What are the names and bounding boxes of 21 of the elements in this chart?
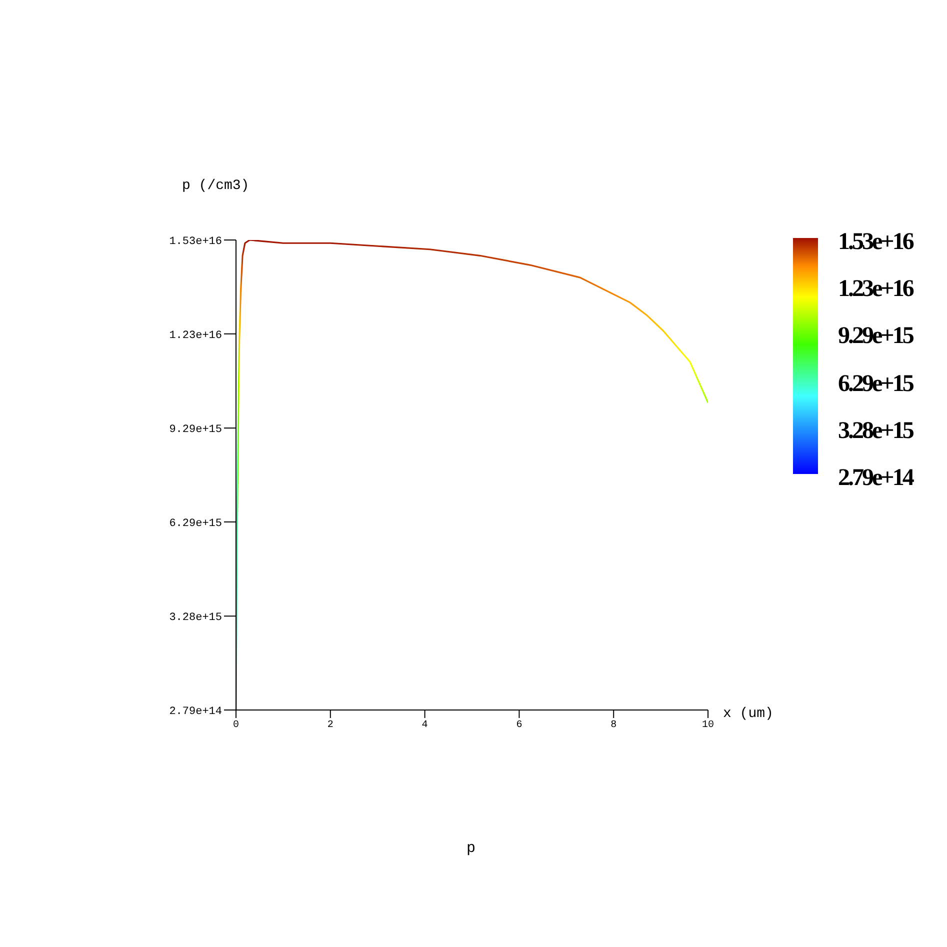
color-bar-label: 9.29e+15 [838,322,912,350]
y-tick-label: 3.28e+15 [169,612,222,624]
x-tick-label: 2 [327,720,334,732]
x-tick-label: 6 [516,720,522,732]
color-bar-label: 6.29e+15 [838,370,912,398]
color-bar-label: 3.28e+15 [838,416,912,445]
color-bar-label: 1.23e+16 [838,275,912,304]
y-tick-label: 1.53e+16 [169,236,222,248]
x-tick-label: 10 [702,720,714,732]
x-tick-label: 4 [422,720,428,732]
x-tick-label: 0 [232,720,240,732]
color-bar-label: 1.53e+16 [838,228,912,256]
y-tick-label: 2.79e+14 [169,706,222,718]
text: p [465,840,476,857]
y-tick-label: 9.29e+15 [169,424,222,436]
x-axis-title: x (um) [723,706,774,722]
y-tick-label: 6.29e+15 [169,518,222,530]
y-axis-title: p (/cm3) [182,178,250,194]
color-bar-label: 2.79e+14 [838,464,912,492]
y-tick-label: 1.23e+16 [169,330,222,342]
x-tick-label: 8 [610,720,617,732]
